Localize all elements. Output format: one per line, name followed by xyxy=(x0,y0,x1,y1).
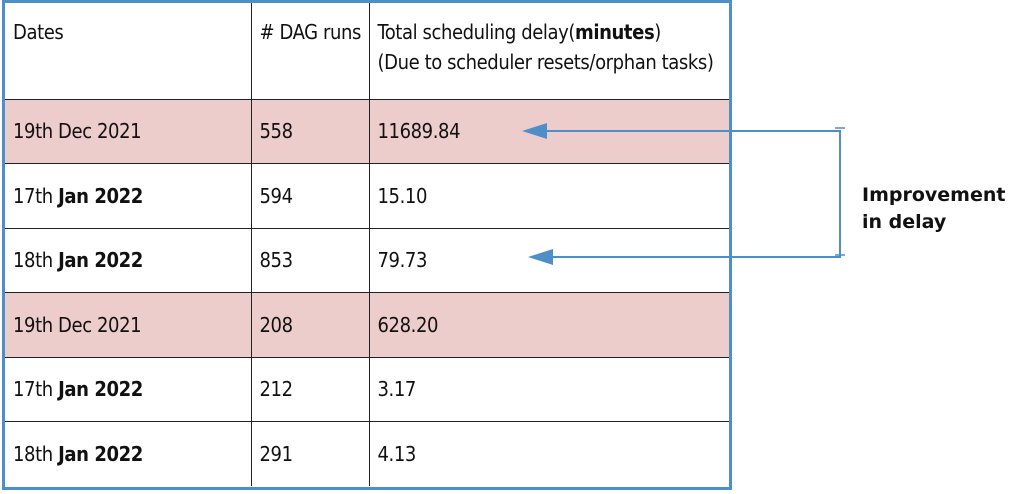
comparison-table-frame: Dates # DAG runs Total scheduling delay(… xyxy=(2,0,732,490)
cell-delay: 11689.84 xyxy=(369,99,729,164)
table-row: 19th Dec 2021 558 11689.84 xyxy=(5,99,729,164)
improvement-note-line2: in delay xyxy=(862,211,947,233)
header-total-delay: Total scheduling delay(minutes) (Due to … xyxy=(369,3,729,99)
cell-delay: 4.13 xyxy=(377,442,417,466)
cell-date-month-year: Jan 2022 xyxy=(58,442,143,466)
cell-delay: 628.20 xyxy=(369,292,729,357)
header-delay-unit: minutes xyxy=(575,20,655,44)
header-dates: Dates xyxy=(5,3,252,99)
improvement-note-line1: Improvement xyxy=(862,184,1006,206)
table-row: 19th Dec 2021 208 628.20 xyxy=(5,292,729,357)
header-delay-suffix: ) xyxy=(654,20,661,44)
cell-dag-runs: 853 xyxy=(251,228,370,293)
cell-date-month-year: Jan 2022 xyxy=(58,183,143,208)
cell-date: 17th Jan 2022 xyxy=(5,163,252,228)
cell-date-day: 19th Dec 2021 xyxy=(13,312,142,337)
cell-dag-runs: 291 xyxy=(251,421,370,486)
table-row: 17th Jan 2022 594 15.10 xyxy=(5,163,729,228)
cell-date-day: 18th xyxy=(13,442,53,466)
cell-dag-runs: 208 xyxy=(251,292,370,357)
improvement-note: Improvement in delay xyxy=(862,182,1005,236)
cell-date-day: 17th xyxy=(13,183,53,208)
cell-date: 17th Jan 2022 xyxy=(5,357,252,422)
cell-date: 19th Dec 2021 xyxy=(5,292,252,357)
table-row: 18th Jan 2022 291 4.13 xyxy=(5,421,729,486)
cell-date: 18th Jan 2022 xyxy=(5,228,252,293)
cell-date-month-year: Jan 2022 xyxy=(58,377,143,402)
table-header-row: Dates # DAG runs Total scheduling delay(… xyxy=(5,3,729,99)
cell-dag-runs: 558 xyxy=(251,99,370,164)
cell-delay: 3.17 xyxy=(377,377,417,402)
cell-delay: 79.73 xyxy=(377,248,428,273)
header-dag-runs: # DAG runs xyxy=(251,3,370,99)
cell-date-day: 18th xyxy=(13,248,53,273)
cell-date-day: 17th xyxy=(13,377,53,402)
table-row: 17th Jan 2022 212 3.17 xyxy=(5,357,729,422)
header-delay-prefix: Total scheduling delay( xyxy=(377,20,576,44)
cell-delay: 15.10 xyxy=(377,183,428,208)
cell-date: 18th Jan 2022 xyxy=(5,421,252,486)
cell-date: 19th Dec 2021 xyxy=(5,99,252,164)
scheduling-delay-table: Dates # DAG runs Total scheduling delay(… xyxy=(5,3,729,486)
cell-dag-runs: 594 xyxy=(251,163,370,228)
table-row: 18th Jan 2022 853 79.73 xyxy=(5,228,729,293)
cell-date-month-year: Jan 2022 xyxy=(58,248,143,273)
cell-dag-runs: 212 xyxy=(251,357,370,422)
header-delay-note: (Due to scheduler resets/orphan tasks) xyxy=(377,50,714,74)
cell-date-day: 19th Dec 2021 xyxy=(13,119,142,144)
